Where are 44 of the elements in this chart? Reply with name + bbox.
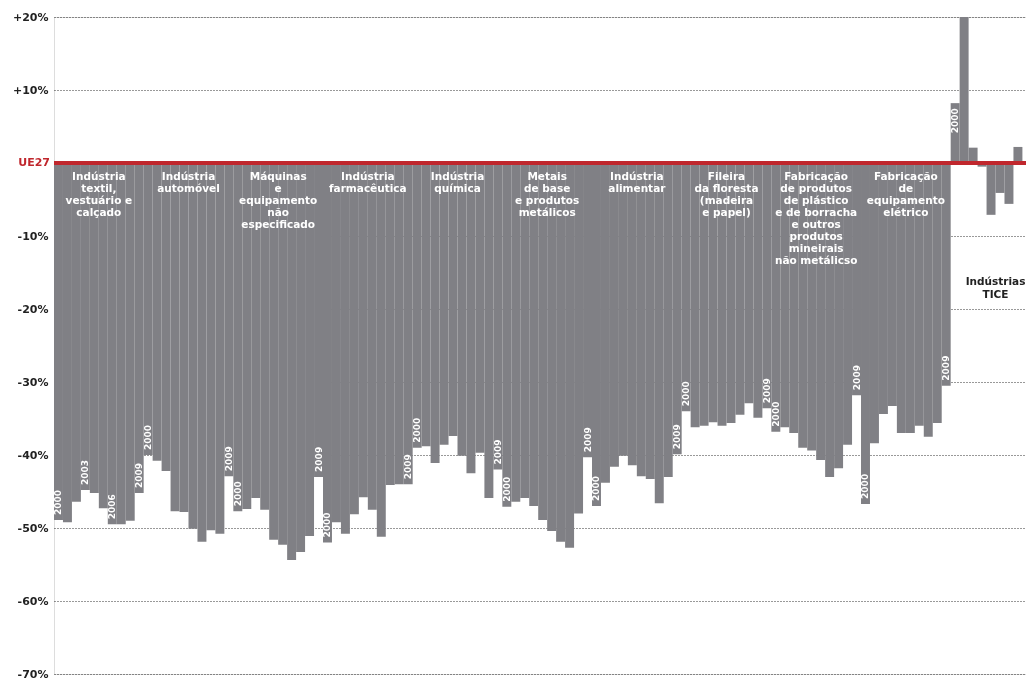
annotation: Máquinas e equipamento não especificado <box>239 170 318 230</box>
y-tick-label: -10% <box>17 229 49 243</box>
x-tick-label: 2003 <box>80 459 91 486</box>
annotation: Indústria química <box>430 170 485 194</box>
x-tick-label: 2000 <box>143 424 154 450</box>
y-tick-label: -70% <box>17 667 49 681</box>
x-tick-label: 2000 <box>53 489 64 515</box>
x-tick-label: 2009 <box>672 424 683 450</box>
y-tick-label: -50% <box>17 521 49 535</box>
x-tick-label: 2009 <box>761 378 772 404</box>
y-tick-label: -60% <box>17 594 49 608</box>
x-tick-label: 2009 <box>134 462 145 488</box>
annotation: Indústrias TICE <box>965 274 1026 300</box>
x-tick-label: 2000 <box>412 417 423 443</box>
x-tick-label: 2000 <box>860 473 871 499</box>
annotation: Metais de base e produtos metálicos <box>515 170 580 218</box>
y-tick-label: +20% <box>12 10 49 24</box>
x-tick-label: 2000 <box>501 476 512 502</box>
x-tick-label: 2009 <box>223 446 234 472</box>
x-tick-label: 2009 <box>851 365 862 391</box>
y-tick-label: +10% <box>12 83 49 97</box>
annotation: Fileira da floresta (madeira e papel) <box>694 170 759 218</box>
x-tick-label: 2000 <box>950 108 961 134</box>
x-tick-label: 2006 <box>107 494 118 520</box>
y-tick-label: -30% <box>17 375 49 389</box>
annotation: Indústria alimentar <box>608 170 667 194</box>
annotation: Indústria farmacêutica <box>329 170 407 194</box>
x-tick-label: 2009 <box>313 446 324 472</box>
x-tick-label: 2000 <box>681 381 692 407</box>
x-tick-label: 2000 <box>232 481 243 507</box>
x-tick-label: 2000 <box>322 512 333 538</box>
y-tick-label: -40% <box>17 448 49 462</box>
annotation: Fabricação de equipamento elétrico <box>866 170 945 218</box>
annotation: Fabricação de produtos de plástico e de borracha e outros produtos mineirais não metálicso <box>774 170 858 266</box>
annotation: Indústria textil, vestuário e calçado <box>65 170 133 218</box>
x-tick-label: 2000 <box>591 476 602 502</box>
x-tick-label: 2009 <box>492 439 503 465</box>
annotation: Indústria automóvel <box>157 170 220 194</box>
ref-line-label: UE27 <box>18 156 50 169</box>
x-tick-label: 2009 <box>582 427 593 453</box>
y-tick-label: -20% <box>17 302 49 316</box>
x-tick-label: 2000 <box>770 401 781 427</box>
x-tick-label: 2009 <box>403 454 414 480</box>
x-tick-label: 2009 <box>941 355 952 381</box>
